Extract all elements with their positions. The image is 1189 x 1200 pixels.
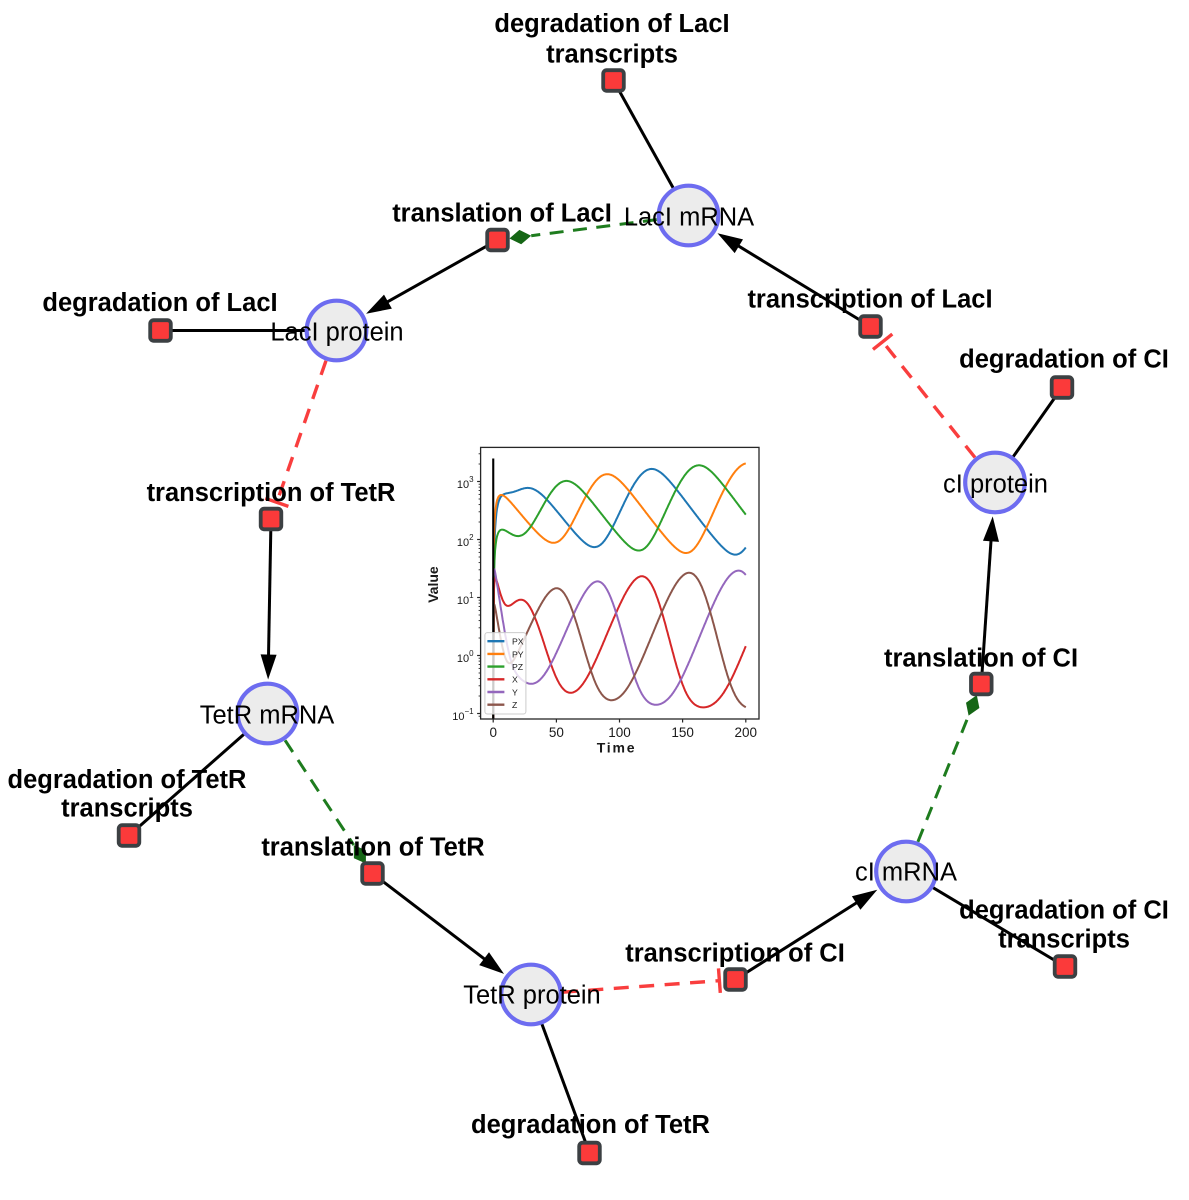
- svg-text:PZ: PZ: [512, 662, 524, 672]
- svg-text:LacI mRNA: LacI mRNA: [624, 204, 754, 232]
- svg-text:150: 150: [671, 725, 694, 740]
- svg-text:TetR protein: TetR protein: [463, 982, 601, 1010]
- svg-text:PY: PY: [512, 649, 524, 659]
- svg-text:Time: Time: [597, 740, 637, 756]
- svg-text:102: 102: [457, 533, 474, 549]
- svg-text:transcription of CI: transcription of CI: [625, 940, 845, 968]
- svg-text:103: 103: [457, 475, 474, 491]
- svg-text:degradation of CI: degradation of CI: [959, 897, 1169, 925]
- svg-text:X: X: [512, 675, 518, 685]
- svg-text:Value: Value: [425, 566, 441, 603]
- svg-text:Z: Z: [512, 700, 518, 710]
- svg-text:degradation of LacI: degradation of LacI: [494, 10, 729, 38]
- svg-text:transcripts: transcripts: [61, 795, 193, 823]
- svg-text:50: 50: [549, 725, 564, 740]
- svg-text:0: 0: [489, 725, 497, 740]
- svg-text:transcripts: transcripts: [546, 41, 678, 69]
- svg-text:cI protein: cI protein: [943, 471, 1048, 499]
- svg-text:degradation of TetR: degradation of TetR: [471, 1111, 710, 1139]
- svg-text:transcripts: transcripts: [998, 926, 1130, 954]
- svg-text:Y: Y: [512, 687, 518, 697]
- svg-text:translation of CI: translation of CI: [884, 645, 1078, 673]
- svg-text:degradation of CI: degradation of CI: [959, 346, 1169, 374]
- svg-text:translation of TetR: translation of TetR: [261, 834, 484, 862]
- svg-text:TetR mRNA: TetR mRNA: [200, 702, 335, 730]
- svg-text:100: 100: [457, 649, 474, 665]
- svg-text:LacI protein: LacI protein: [270, 319, 403, 347]
- svg-text:100: 100: [608, 725, 631, 740]
- svg-text:10−1: 10−1: [452, 707, 474, 723]
- svg-text:transcription of TetR: transcription of TetR: [147, 479, 396, 507]
- svg-text:cI mRNA: cI mRNA: [855, 859, 957, 887]
- svg-text:degradation of TetR: degradation of TetR: [8, 766, 247, 794]
- svg-text:translation of LacI: translation of LacI: [392, 200, 612, 228]
- svg-text:101: 101: [457, 591, 474, 607]
- svg-text:PX: PX: [512, 637, 524, 647]
- svg-text:degradation of LacI: degradation of LacI: [42, 289, 277, 317]
- svg-text:200: 200: [735, 725, 758, 740]
- svg-text:transcription of LacI: transcription of LacI: [747, 286, 992, 314]
